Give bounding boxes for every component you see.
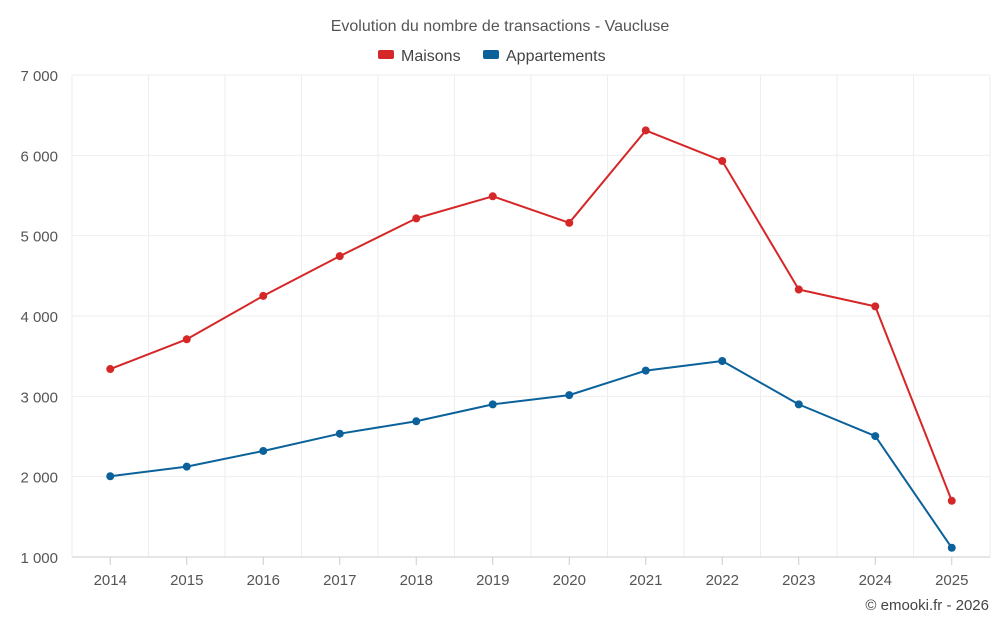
legend-swatch-maisons	[378, 50, 394, 59]
x-tick-label: 2014	[94, 572, 127, 589]
data-point-maisons	[335, 252, 344, 261]
x-tick-label: 2015	[170, 572, 203, 589]
data-point-maisons	[947, 496, 956, 505]
legend[interactable]: Maisons Appartements	[378, 48, 606, 65]
data-point-maisons	[412, 214, 421, 223]
x-tick-label: 2020	[553, 572, 586, 589]
grid	[71, 74, 991, 557]
x-tick-label: 2023	[782, 572, 815, 589]
data-point-appartements	[412, 417, 421, 426]
data-point-appartements	[259, 446, 268, 455]
legend-swatch-appartements	[483, 50, 499, 59]
y-tick-label: 7 000	[20, 68, 58, 85]
data-point-maisons	[488, 192, 497, 201]
x-tick-label: 2021	[629, 572, 662, 589]
series-group	[106, 126, 956, 552]
data-point-appartements	[565, 391, 574, 400]
y-tick-label: 4 000	[20, 309, 58, 326]
legend-item-appartements[interactable]: Appartements	[483, 48, 606, 65]
x-tick-label: 2016	[247, 572, 280, 589]
data-point-maisons	[718, 156, 727, 165]
x-tick-label: 2024	[859, 572, 892, 589]
x-tick-label: 2019	[476, 572, 509, 589]
chart-title: Evolution du nombre de transactions - Va…	[331, 18, 670, 35]
x-tick-label: 2025	[935, 572, 968, 589]
series-line-appartements	[110, 359, 953, 549]
y-tick-label: 3 000	[20, 389, 58, 406]
data-point-appartements	[718, 356, 727, 365]
data-point-appartements	[641, 366, 650, 375]
data-point-maisons	[641, 126, 650, 135]
x-tick-label: 2017	[323, 572, 356, 589]
y-tick-label: 5 000	[20, 229, 58, 246]
legend-label-maisons: Maisons	[401, 48, 461, 65]
data-point-maisons	[871, 302, 880, 311]
x-axis-ticks: 2014 2015 2016 2017 2018 2019 2020 2021 2022 2023…	[94, 557, 968, 589]
data-point-maisons	[565, 218, 574, 227]
y-axis-ticks: 1 000 2 000 3 000 4 000 5 000 6 000 7 000	[20, 68, 58, 567]
data-point-appartements	[794, 400, 803, 409]
y-tick-label: 2 000	[20, 470, 58, 487]
data-point-maisons	[259, 291, 268, 300]
x-tick-label: 2018	[400, 572, 433, 589]
data-point-appartements	[182, 462, 191, 471]
data-point-appartements	[106, 472, 115, 481]
data-point-maisons	[794, 285, 803, 294]
series-line-maisons	[109, 129, 953, 502]
legend-item-maisons[interactable]: Maisons	[378, 48, 461, 65]
data-point-maisons	[182, 335, 191, 344]
data-point-appartements	[947, 543, 956, 552]
legend-label-appartements: Appartements	[506, 48, 606, 65]
y-tick-label: 6 000	[20, 148, 58, 165]
credit-text: © emooki.fr - 2026	[865, 597, 989, 614]
x-tick-label: 2022	[706, 572, 739, 589]
data-point-maisons	[106, 365, 115, 374]
data-point-appartements	[488, 400, 497, 409]
data-point-appartements	[871, 432, 880, 441]
data-point-appartements	[335, 429, 344, 438]
y-tick-label: 1 000	[20, 550, 58, 567]
